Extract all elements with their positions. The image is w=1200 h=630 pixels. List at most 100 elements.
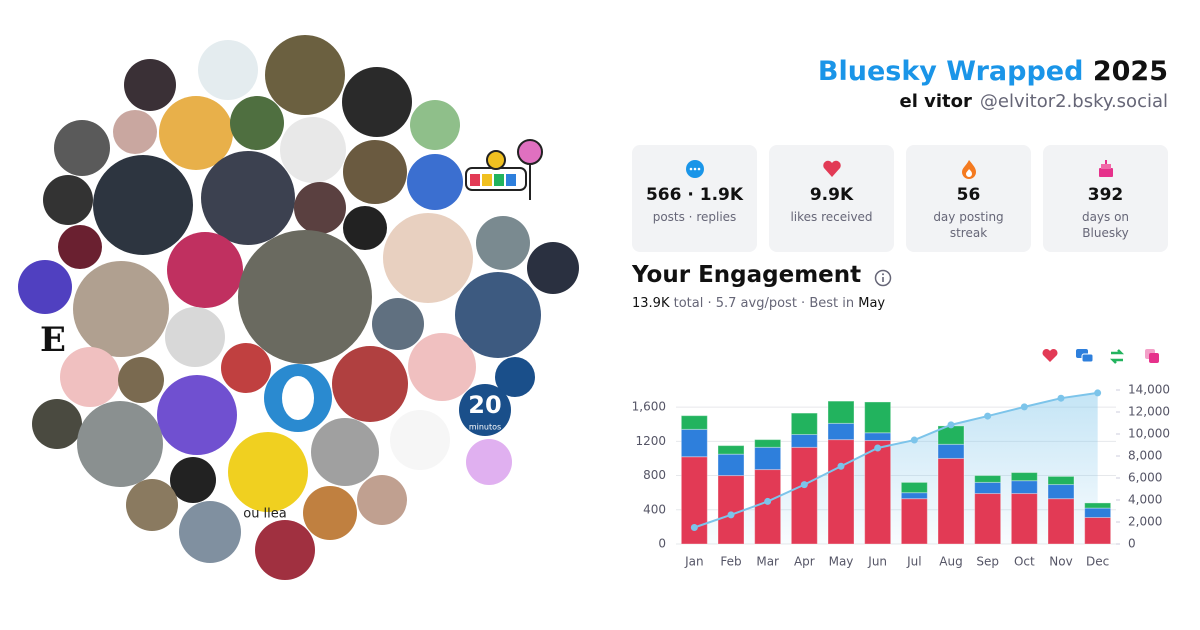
avatar-text: E bbox=[40, 320, 66, 360]
avatar bbox=[18, 260, 72, 314]
bar-segment bbox=[1010, 493, 1038, 545]
stat-card: 9.9K likes received bbox=[769, 145, 894, 252]
y-tick-label: 800 bbox=[643, 468, 666, 482]
bar-segment bbox=[754, 439, 782, 448]
line-point bbox=[690, 524, 698, 531]
bar-segment bbox=[1010, 472, 1038, 482]
avatar bbox=[221, 343, 271, 393]
x-tick-label: Dec bbox=[1086, 555, 1109, 569]
x-tick-label: Jan bbox=[684, 555, 704, 569]
y2-tick-label: 12,000 bbox=[1128, 405, 1170, 419]
bar-segment bbox=[937, 457, 965, 545]
user: el vitor @elvitor2.bsky.social bbox=[818, 91, 1169, 112]
line-point bbox=[1020, 403, 1028, 411]
engagement: Your Engagement 13.9K total · 5.7 avg/po… bbox=[632, 262, 892, 311]
stat-card: 392 days on Bluesky bbox=[1043, 145, 1168, 252]
x-tick-label: Apr bbox=[794, 555, 815, 569]
line-point bbox=[800, 481, 808, 489]
y-tick-label: 0 bbox=[658, 537, 666, 551]
y-tick-label: 400 bbox=[643, 502, 666, 516]
bar-segment bbox=[974, 481, 1002, 495]
avatar bbox=[294, 182, 346, 234]
avatar bbox=[408, 333, 476, 401]
avatar bbox=[43, 175, 93, 225]
avatar-text: 20 bbox=[468, 391, 501, 419]
title: Bluesky Wrapped 2025 bbox=[818, 56, 1168, 87]
y-tick-label: 1,600 bbox=[632, 400, 666, 414]
avatar-text: ou llea bbox=[243, 507, 287, 522]
line-point bbox=[947, 421, 955, 429]
legend-icon bbox=[1042, 348, 1058, 362]
stat-label: days on Bluesky bbox=[1081, 210, 1130, 240]
x-tick-label: Mar bbox=[756, 555, 779, 569]
handle: @elvitor2.bsky.social bbox=[979, 91, 1168, 112]
avatar bbox=[238, 230, 372, 364]
avatar bbox=[459, 384, 511, 436]
bar-segment bbox=[827, 439, 855, 545]
line-point bbox=[1094, 389, 1102, 397]
icon bbox=[822, 160, 841, 177]
line-point bbox=[984, 412, 992, 420]
avatar bbox=[466, 439, 512, 485]
stat-label: posts · replies bbox=[652, 210, 737, 224]
stat-value: 56 bbox=[956, 185, 981, 205]
avatar bbox=[157, 375, 237, 455]
avatar bbox=[60, 347, 120, 407]
avatar bbox=[118, 357, 164, 403]
y2-tick-label: 6,000 bbox=[1128, 471, 1162, 485]
brand: Bluesky Wrapped bbox=[817, 56, 1084, 87]
avatar bbox=[93, 155, 193, 255]
avatar bbox=[372, 298, 424, 350]
header: Bluesky Wrapped 2025 el vitor @elvitor2.b… bbox=[818, 56, 1168, 112]
stat-card: 56 day posting streak bbox=[906, 145, 1031, 252]
icon bbox=[685, 160, 704, 178]
avatar bbox=[198, 40, 258, 100]
legend-icon bbox=[1081, 353, 1094, 363]
bar-segment bbox=[864, 432, 892, 441]
x-tick-label: Jun bbox=[867, 555, 887, 569]
stat-cards: 566 · 1.9K posts · replies 9.9K likes re… bbox=[632, 145, 1168, 252]
avatar-cloud bbox=[18, 35, 579, 580]
bar-segment bbox=[717, 475, 745, 545]
best-month: May bbox=[858, 296, 886, 311]
avatar bbox=[342, 67, 412, 137]
bar-segment bbox=[1084, 516, 1112, 545]
chart: 0 400 800 1200 1,600 0 2,000 4,000 6,000 8,000 10,… bbox=[632, 383, 1170, 569]
bar-segment bbox=[717, 453, 745, 477]
avatar bbox=[54, 120, 110, 176]
bar-segment bbox=[790, 446, 818, 545]
x-tick-label: Feb bbox=[720, 555, 741, 569]
avatar bbox=[311, 418, 379, 486]
rainbow-sticker bbox=[465, 139, 543, 200]
avatar bbox=[390, 410, 450, 470]
avatar bbox=[113, 110, 157, 154]
bar-segment bbox=[900, 498, 928, 545]
avatar bbox=[265, 35, 345, 115]
line bbox=[694, 391, 1098, 529]
line-point bbox=[910, 436, 918, 444]
bar-segment bbox=[974, 475, 1002, 483]
x-tick-label: Sep bbox=[976, 555, 999, 569]
bar-segment bbox=[900, 481, 928, 494]
total: 13.9K bbox=[632, 296, 670, 311]
display-name: el vitor bbox=[899, 91, 972, 112]
y2-tick-label: 0 bbox=[1128, 537, 1136, 551]
x-tick-label: Aug bbox=[939, 555, 962, 569]
line-point bbox=[764, 497, 772, 505]
bar-segment bbox=[1084, 507, 1112, 518]
avatar bbox=[32, 399, 82, 449]
bar-segment bbox=[937, 443, 965, 459]
line-point bbox=[874, 444, 882, 452]
y2-tick-label: 10,000 bbox=[1128, 427, 1170, 441]
avatar-egg bbox=[282, 376, 314, 420]
x-tick-label: Nov bbox=[1049, 555, 1072, 569]
bar-segment bbox=[680, 428, 708, 458]
x-tick-label: Oct bbox=[1014, 555, 1035, 569]
bar-segment bbox=[864, 439, 892, 545]
avatar bbox=[58, 225, 102, 269]
bar-segment bbox=[790, 433, 818, 448]
bar-segment bbox=[680, 415, 708, 430]
y-tick-label: 1200 bbox=[635, 434, 666, 448]
info-icon[interactable] bbox=[874, 269, 892, 287]
